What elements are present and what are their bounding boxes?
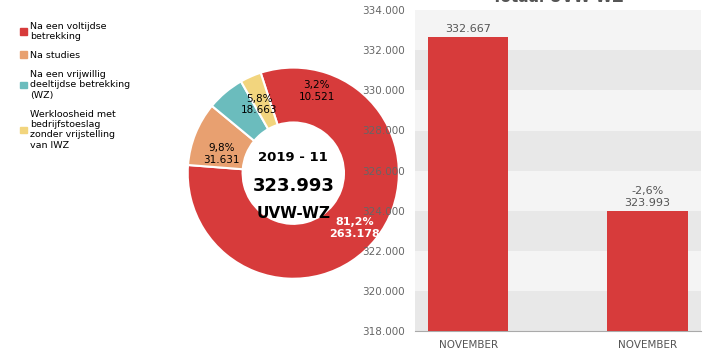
Text: 323.993: 323.993: [252, 177, 334, 195]
Bar: [415, 10, 701, 50]
Bar: [428, 37, 508, 348]
Text: 5,8%
18.663: 5,8% 18.663: [241, 94, 278, 115]
Wedge shape: [188, 68, 399, 279]
Bar: [607, 211, 688, 348]
Bar: [415, 130, 701, 171]
Wedge shape: [241, 73, 278, 129]
Text: UVW-WZ: UVW-WZ: [256, 206, 331, 221]
Legend: Na een voltijdse
betrekking, Na studies, Na een vrijwillig
deeltijdse betrekking: Na een voltijdse betrekking, Na studies,…: [20, 22, 130, 150]
Bar: [415, 291, 701, 331]
Bar: [415, 50, 701, 90]
Bar: [415, 171, 701, 211]
Text: -2,6%
323.993: -2,6% 323.993: [624, 186, 670, 208]
Bar: [415, 211, 701, 251]
Text: 9,8%
31.631: 9,8% 31.631: [203, 143, 240, 165]
Text: 2019 - 11: 2019 - 11: [258, 151, 329, 164]
Bar: [415, 251, 701, 291]
Wedge shape: [188, 106, 254, 169]
Text: 332.667: 332.667: [445, 24, 491, 34]
Wedge shape: [212, 81, 268, 141]
Bar: [415, 90, 701, 130]
Text: 3,2%
10.521: 3,2% 10.521: [298, 80, 335, 102]
Text: 81,2%
263.178: 81,2% 263.178: [329, 217, 380, 239]
Title: Totaal UVW-WZ: Totaal UVW-WZ: [492, 0, 624, 5]
